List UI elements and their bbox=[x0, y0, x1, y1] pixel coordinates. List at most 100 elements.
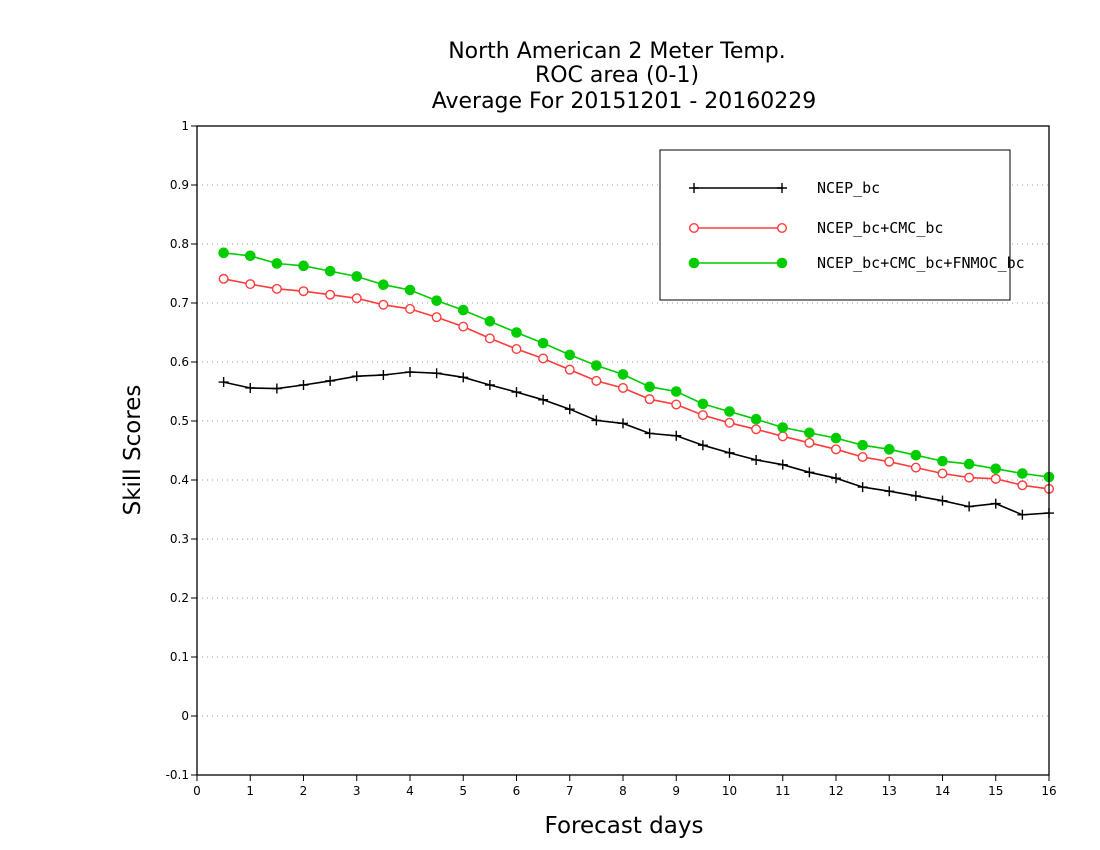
y-tick-label: 0.4 bbox=[170, 473, 189, 487]
data-point bbox=[671, 430, 682, 441]
data-point bbox=[271, 283, 282, 294]
data-point bbox=[857, 451, 868, 462]
data-point bbox=[963, 458, 975, 470]
data-point bbox=[298, 286, 309, 297]
y-tick-label: 0.8 bbox=[170, 237, 189, 251]
data-point bbox=[804, 437, 815, 448]
data-point bbox=[751, 424, 762, 435]
data-point bbox=[484, 315, 496, 327]
chart-title-line-1: North American 2 Meter Temp. bbox=[448, 39, 786, 64]
data-series bbox=[218, 247, 1055, 520]
legend-label: NCEP_bc+CMC_bc bbox=[817, 219, 943, 237]
x-tick-label: 14 bbox=[935, 784, 950, 798]
legend-entry-3: NCEP_bc+CMC_bc+FNMOC_bc bbox=[688, 254, 1025, 272]
data-point bbox=[724, 447, 735, 458]
data-point bbox=[484, 380, 495, 391]
x-tick-label: 4 bbox=[406, 784, 414, 798]
data-point bbox=[218, 377, 229, 388]
x-tick-label: 1 bbox=[246, 784, 254, 798]
data-point bbox=[591, 415, 602, 426]
data-point bbox=[245, 382, 256, 393]
data-point bbox=[964, 472, 975, 483]
data-point bbox=[777, 422, 789, 433]
chart-title-line-3: Average For 20151201 - 20160229 bbox=[432, 89, 817, 114]
data-point bbox=[325, 375, 336, 386]
y-tick-label: 0.7 bbox=[170, 296, 189, 310]
y-gridlines bbox=[197, 184, 1049, 717]
x-tick-label: 11 bbox=[775, 784, 790, 798]
data-point bbox=[857, 439, 868, 451]
data-point bbox=[405, 367, 415, 378]
data-point bbox=[458, 372, 469, 383]
data-point bbox=[964, 501, 975, 512]
data-point bbox=[458, 321, 469, 332]
data-point bbox=[591, 360, 602, 371]
series-3 bbox=[218, 247, 1055, 483]
data-point bbox=[724, 417, 735, 428]
data-point bbox=[324, 265, 336, 277]
data-point bbox=[697, 410, 708, 421]
data-point bbox=[990, 463, 1002, 475]
series-1 bbox=[218, 367, 1054, 520]
legend-marker-end bbox=[777, 183, 787, 193]
y-tick-label: -0.1 bbox=[166, 768, 189, 782]
data-point bbox=[271, 258, 283, 269]
data-point bbox=[431, 295, 442, 306]
data-point bbox=[325, 289, 336, 300]
legend-marker-start bbox=[689, 222, 700, 233]
x-tick-label: 6 bbox=[513, 784, 521, 798]
data-point bbox=[245, 279, 256, 290]
data-point bbox=[670, 386, 682, 397]
data-point bbox=[830, 432, 842, 444]
x-tick-label: 12 bbox=[828, 784, 843, 798]
data-point bbox=[378, 299, 389, 310]
data-point bbox=[431, 368, 442, 379]
data-point bbox=[751, 454, 762, 465]
data-point bbox=[884, 456, 895, 467]
data-point bbox=[644, 394, 655, 405]
data-point bbox=[1017, 480, 1028, 491]
data-point bbox=[697, 440, 708, 451]
legend-label: NCEP_bc bbox=[817, 179, 880, 197]
y-tick-label: 0.5 bbox=[170, 414, 189, 428]
data-point bbox=[298, 260, 309, 272]
data-point bbox=[564, 364, 575, 375]
data-point bbox=[431, 312, 442, 323]
data-point bbox=[244, 250, 256, 262]
data-point bbox=[990, 498, 1001, 509]
data-point bbox=[937, 455, 948, 467]
legend-marker-end bbox=[777, 222, 788, 233]
data-point bbox=[564, 404, 575, 415]
legend-marker-end bbox=[776, 257, 788, 269]
x-axis-title: Forecast days bbox=[545, 813, 704, 839]
legend: NCEP_bc NCEP_bc+CMC_bc NCEP_bc+CMC_bc+FNMO… bbox=[659, 149, 1025, 301]
data-point bbox=[671, 399, 682, 410]
x-tick-label: 0 bbox=[193, 784, 201, 798]
data-point bbox=[990, 473, 1001, 484]
x-tick-label: 9 bbox=[672, 784, 680, 798]
data-point bbox=[218, 247, 229, 259]
data-point bbox=[724, 406, 735, 417]
chart-title-line-2: ROC area (0-1) bbox=[535, 63, 699, 88]
x-tick-label: 10 bbox=[722, 784, 737, 798]
data-point bbox=[405, 303, 416, 314]
data-point bbox=[538, 394, 549, 405]
data-point bbox=[644, 381, 655, 393]
x-tick-label: 7 bbox=[566, 784, 574, 798]
data-point bbox=[537, 337, 549, 349]
data-point bbox=[351, 271, 363, 282]
data-point bbox=[777, 459, 788, 470]
series-2 bbox=[218, 273, 1054, 494]
x-tick-label: 2 bbox=[300, 784, 308, 798]
data-point bbox=[591, 375, 602, 386]
data-point bbox=[378, 369, 389, 380]
data-point bbox=[857, 482, 868, 493]
data-point bbox=[511, 344, 522, 355]
data-point bbox=[883, 444, 895, 455]
x-tick-label: 16 bbox=[1041, 784, 1056, 798]
legend-entry-1: NCEP_bc bbox=[689, 179, 880, 197]
data-point bbox=[511, 327, 522, 338]
data-point bbox=[538, 353, 549, 364]
data-point bbox=[750, 413, 762, 425]
